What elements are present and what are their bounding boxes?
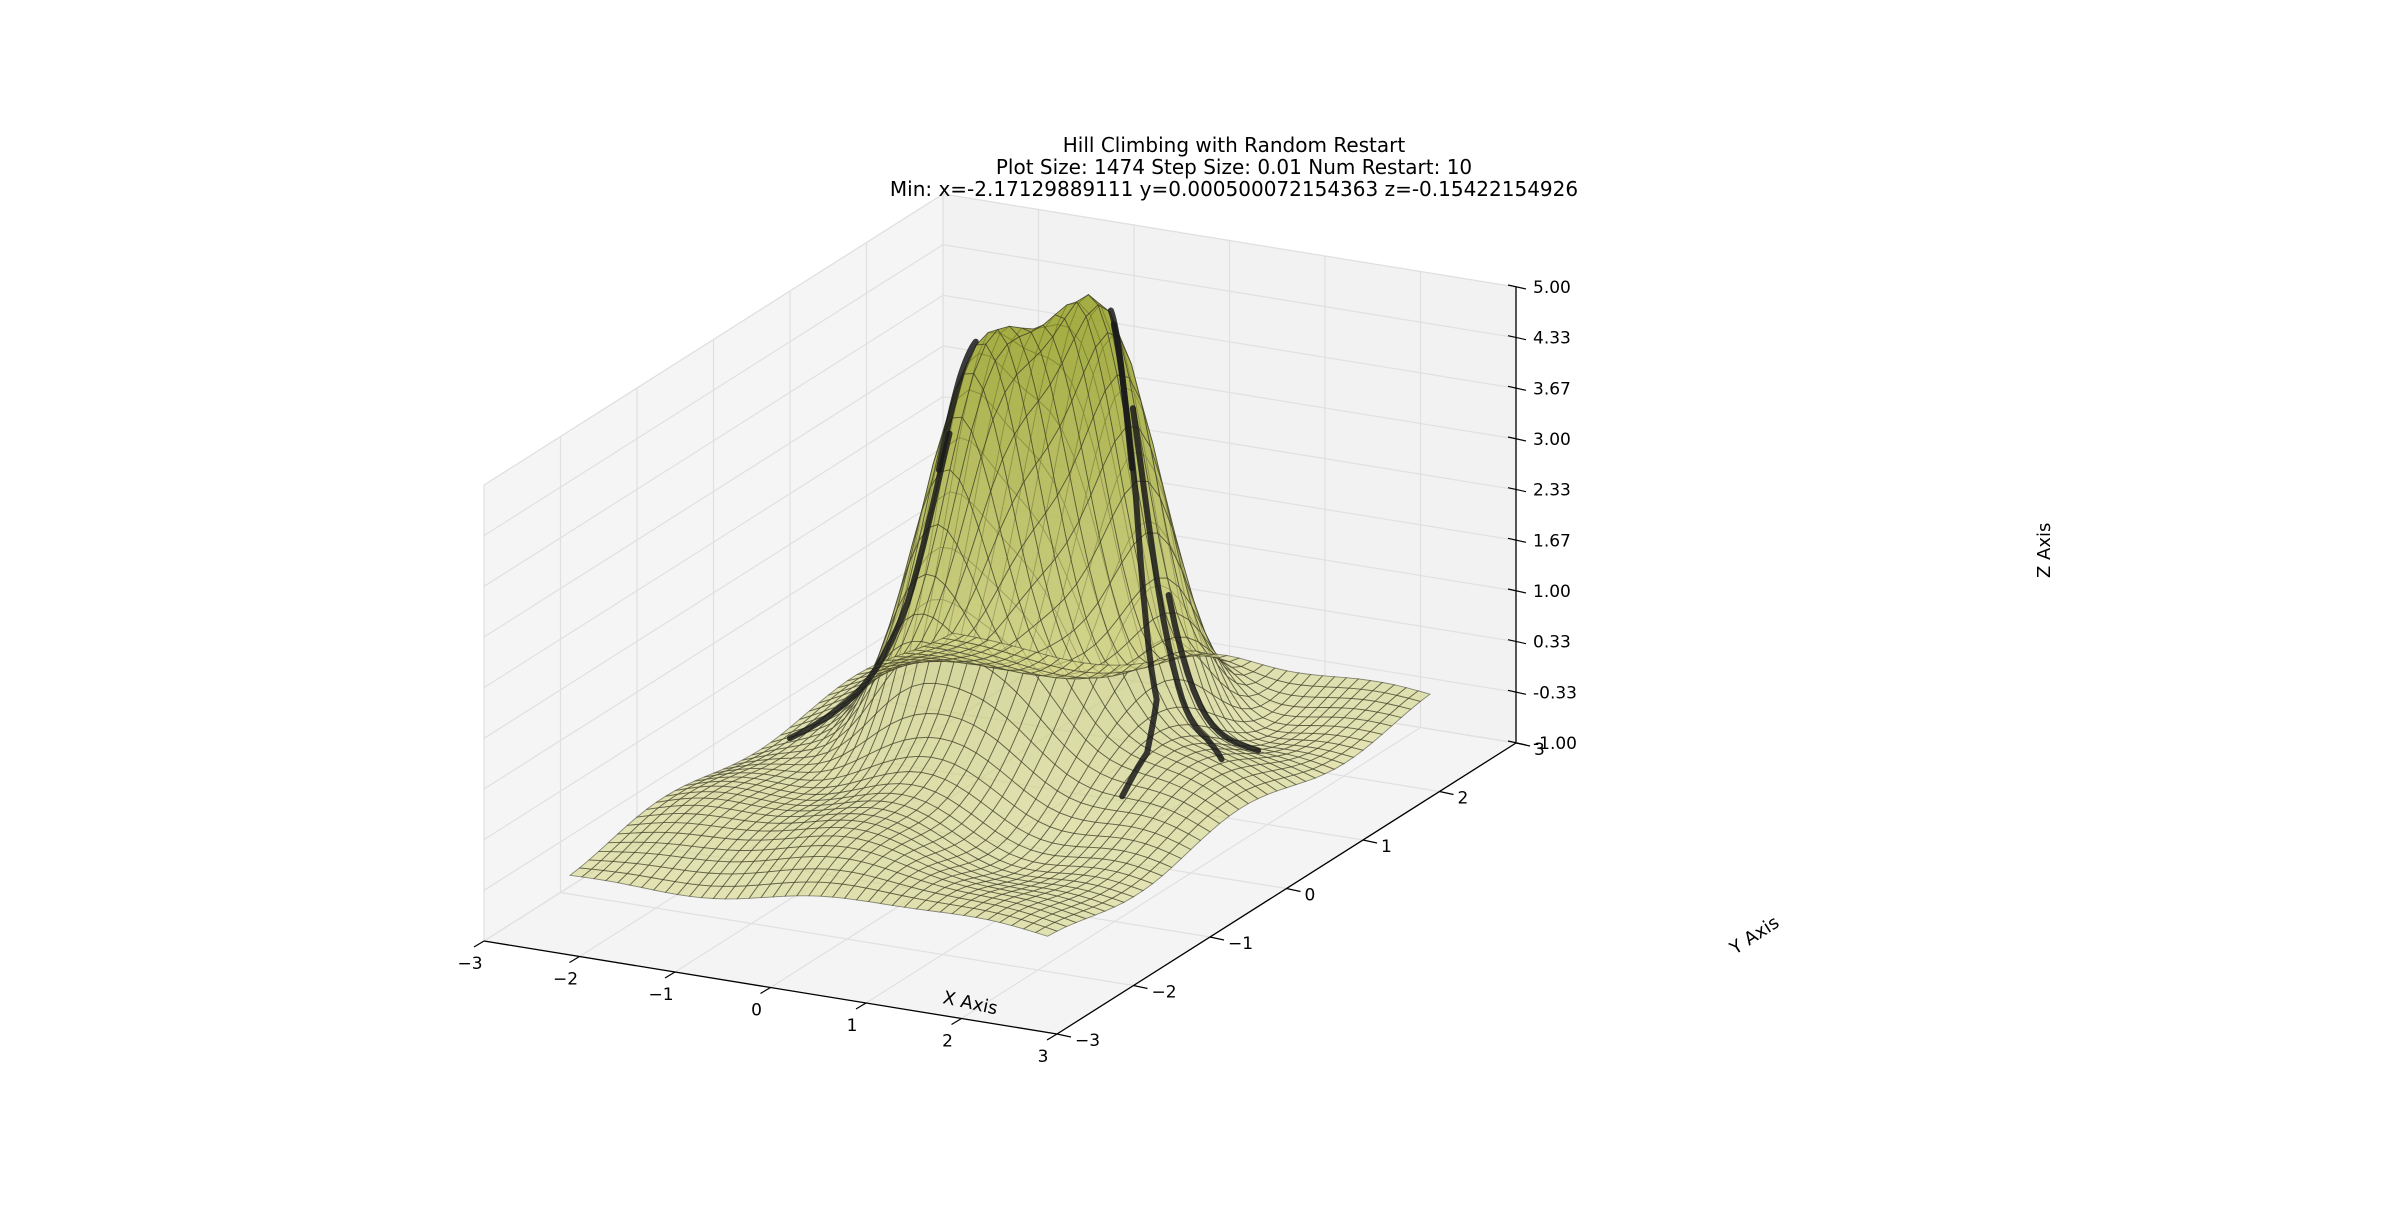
y-tick-label: −1 [1228,934,1253,954]
x-tick-label: −1 [648,985,673,1005]
x-tick-mark [473,940,485,948]
climb-path [935,338,979,473]
left-grid-z [483,548,944,841]
y-tick-label: −3 [1075,1031,1100,1051]
y-axis-label: Y Axis [1725,912,1783,960]
x-tick-label: −3 [457,954,482,974]
chart-title-line-1: Hill Climbing with Random Restart [1063,133,1406,157]
left-grid-z [483,294,944,587]
z-tick-label: 4.33 [1533,329,1571,349]
x-tick-label: 0 [751,1001,762,1021]
x-tick-label: −2 [553,970,578,990]
z-tick-mark [1507,689,1527,695]
x-tick-label: 3 [1038,1047,1049,1067]
y-tick-label: 3 [1534,740,1545,760]
z-tick-label: 1.00 [1533,582,1571,602]
left-grid-z [483,244,944,537]
x-tick-label: 2 [942,1032,953,1052]
back-grid-z [942,244,1517,339]
y-tick-mark [1362,839,1378,844]
y-tick-mark [1286,887,1301,893]
y-tick-mark [1056,1033,1072,1038]
left-grid-z [483,345,944,638]
tick-labels: −3−2−10123−3−2−10123-1.00-0.330.331.001.… [457,278,1577,1067]
back-grid-z [942,294,1517,389]
y-tick-mark [1133,984,1148,990]
left-grid-z [483,193,944,486]
z-tick-mark [1507,639,1527,645]
y-tick-label: 1 [1381,837,1392,857]
climb-paths [786,307,1261,800]
z-tick-mark [1507,588,1527,594]
z-tick-mark [1507,284,1527,290]
x-tick-mark [1046,1033,1058,1041]
z-tick-label: 5.00 [1533,278,1571,298]
z-tick-mark [1507,537,1527,543]
z-tick-mark [1507,436,1527,442]
back-grid-z [942,193,1517,288]
floor-grid-y [560,891,1134,987]
chart-title-line-3: Min: x=-2.17129889111 y=0.00050007215436… [890,177,1578,201]
left-grid-z [483,446,944,739]
z-tick-label: 3.00 [1533,430,1571,450]
z-tick-mark [1507,487,1527,493]
x-tick-mark [569,955,580,964]
left-grid-z [483,598,944,891]
z-tick-label: 2.33 [1533,481,1571,501]
y-tick-label: 0 [1305,886,1316,906]
z-tick-mark [1507,740,1527,746]
climb-path [786,430,953,742]
x-tick-mark [760,986,771,995]
x-tick-mark [664,971,676,979]
chart-title-line-2: Plot Size: 1474 Step Size: 0.01 Num Rest… [996,155,1472,179]
climb-path [1129,405,1225,763]
z-tick-label: 1.67 [1533,531,1571,551]
z-tick-mark [1507,385,1527,391]
z-axis-label: Z Axis [2034,523,2055,578]
y-tick-label: 2 [1458,789,1469,809]
y-tick-mark [1209,936,1225,941]
z-tick-label: -1.00 [1533,734,1577,754]
left-grid-z [483,497,944,790]
climb-path [1107,307,1135,472]
z-tick-mark [1507,335,1527,341]
z-tick-label: 0.33 [1533,633,1571,653]
x-tick-mark [951,1017,962,1026]
z-tick-label: 3.67 [1533,379,1571,399]
z-tick-label: -0.33 [1533,683,1577,703]
y-tick-label: −2 [1152,983,1177,1003]
y-tick-mark [1439,790,1454,796]
surface-facet [941,632,966,641]
climb-path [1165,592,1261,754]
x-tick-mark [855,1002,867,1010]
left-grid-z [483,396,944,689]
x-tick-label: 1 [847,1016,858,1036]
